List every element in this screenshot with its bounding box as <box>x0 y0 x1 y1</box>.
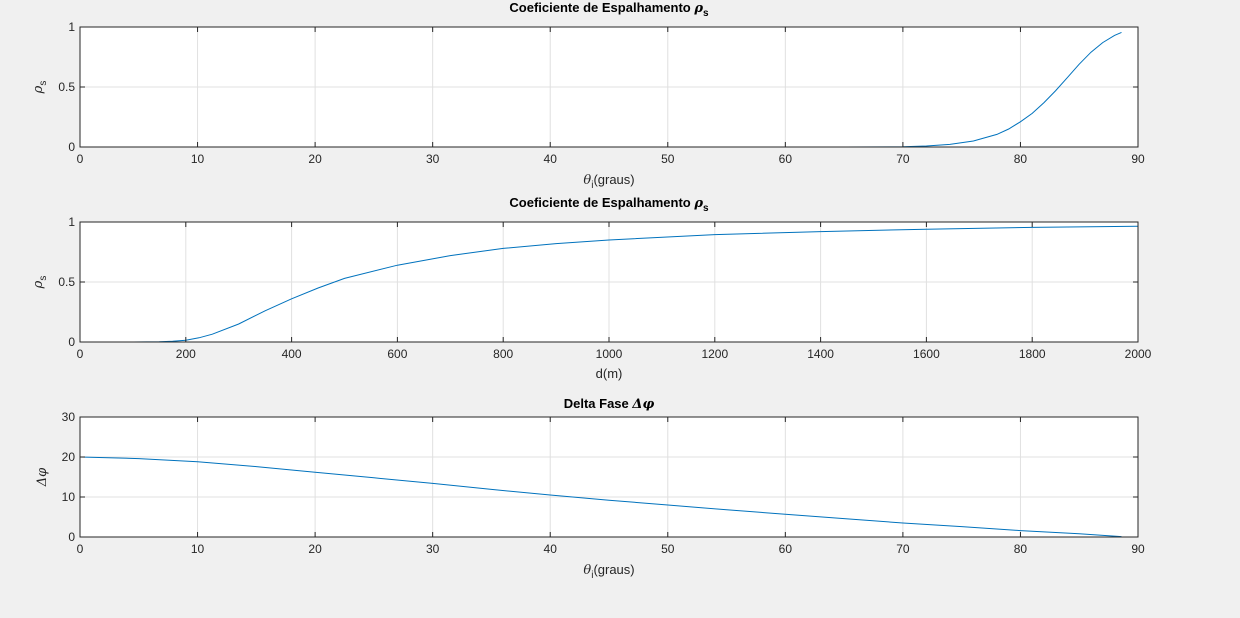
x-tick-label: 0 <box>77 347 84 361</box>
y-tick-label: 0.5 <box>58 275 75 289</box>
x-tick-label: 400 <box>282 347 302 361</box>
x-tick-label: 2000 <box>1125 347 1152 361</box>
y-axis-label: ρs <box>31 276 49 290</box>
x-axis-label: θi(graus) <box>583 172 634 191</box>
x-tick-label: 90 <box>1131 152 1145 166</box>
x-tick-label: 20 <box>308 542 322 556</box>
y-axis-label: Δφ <box>35 467 50 487</box>
y-axis-label: ρs <box>31 81 49 95</box>
x-tick-label: 60 <box>779 542 793 556</box>
y-tick-label: 0 <box>68 140 75 154</box>
subplot-1: 0 10 20 30 40 50 60 70 80 90 0 0.5 1 Coeficiente de E… <box>31 0 1145 191</box>
x-tick-label: 600 <box>387 347 407 361</box>
x-tick-label: 50 <box>661 152 675 166</box>
x-tick-label: 70 <box>896 542 910 556</box>
x-axis-label: d(m) <box>596 366 623 381</box>
x-tick-label: 20 <box>308 152 322 166</box>
plot-title: Coeficiente de Espalhamento ρs <box>509 0 709 19</box>
x-tick-label: 10 <box>191 542 205 556</box>
x-tick-label: 1200 <box>701 347 728 361</box>
x-tick-label: 200 <box>176 347 196 361</box>
y-tick-label: 1 <box>68 20 75 34</box>
x-tick-label: 0 <box>77 542 84 556</box>
y-tick-label: 0.5 <box>58 80 75 94</box>
x-tick-label: 0 <box>77 152 84 166</box>
x-tick-label: 10 <box>191 152 205 166</box>
y-tick-label: 0 <box>68 335 75 349</box>
plot-area <box>80 417 1138 537</box>
series-line-1 <box>79 456 1122 538</box>
series-line-1 <box>80 225 1139 343</box>
x-tick-label: 40 <box>544 542 558 556</box>
x-tick-label: 800 <box>493 347 513 361</box>
plot-title: Delta Fase Δφ <box>564 396 655 412</box>
y-tick-label: 10 <box>62 490 76 504</box>
x-tick-label: 70 <box>896 152 910 166</box>
subplot-2: 0 200 400 600 800 1000 1200 1400 1600 1800 2000 0 0.… <box>31 195 1152 381</box>
subplot-3: 0 10 20 30 40 50 60 70 80 90 0 10 20 30 Delta Fase Δφ θ… <box>35 396 1145 581</box>
x-tick-label: 40 <box>544 152 558 166</box>
x-tick-label: 80 <box>1014 152 1028 166</box>
x-tick-label: 60 <box>779 152 793 166</box>
x-tick-label: 50 <box>661 542 675 556</box>
x-tick-label: 1000 <box>596 347 623 361</box>
x-tick-label: 1800 <box>1019 347 1046 361</box>
x-tick-label: 80 <box>1014 542 1028 556</box>
x-tick-label: 1400 <box>807 347 834 361</box>
x-tick-label: 30 <box>426 152 440 166</box>
y-tick-label: 0 <box>68 530 75 544</box>
y-tick-label: 20 <box>62 450 76 464</box>
x-axis-label: θi(graus) <box>583 562 634 581</box>
axes-box <box>79 416 1139 538</box>
plot-title: Coeficiente de Espalhamento ρs <box>509 195 709 214</box>
y-tick-label: 1 <box>68 215 75 229</box>
y-tick-label: 30 <box>62 410 76 424</box>
x-tick-label: 1600 <box>913 347 940 361</box>
x-tick-label: 90 <box>1131 542 1145 556</box>
x-tick-label: 30 <box>426 542 440 556</box>
